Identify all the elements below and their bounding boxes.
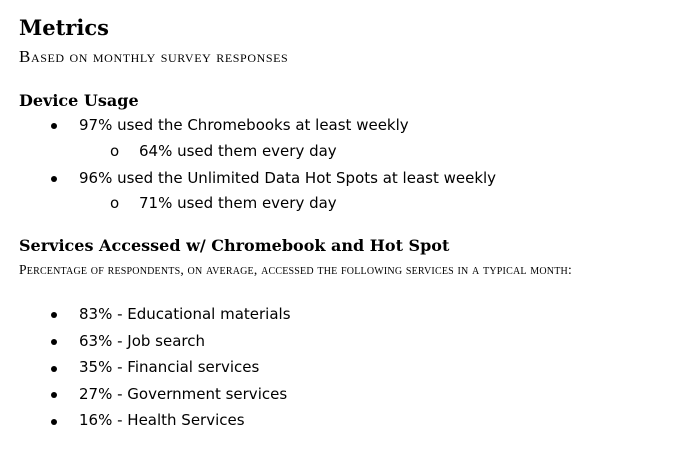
bullet-icon	[51, 123, 57, 129]
services-list-item: 83% - Educational materials	[79, 305, 291, 323]
device-usage-item: 96% used the Unlimited Data Hot Spots at…	[79, 169, 497, 187]
bullet-icon	[51, 312, 57, 318]
bullet-icon	[51, 339, 57, 345]
circle-bullet-icon: o	[110, 194, 120, 212]
device-usage-heading: Device Usage	[19, 91, 139, 110]
device-usage-subitem: 64% used them every day	[139, 142, 337, 160]
services-list-item: 27% - Government services	[79, 385, 288, 403]
services-list-item: 63% - Job search	[79, 332, 206, 350]
services-heading: Services Accessed w/ Chromebook and Hot …	[19, 236, 450, 255]
bullet-icon	[51, 419, 57, 425]
services-subtitle: Percentage of respondents, on average, a…	[19, 262, 572, 277]
bullet-icon	[51, 392, 57, 398]
page-subtitle: Based on monthly survey responses	[19, 47, 289, 66]
page-title: Metrics	[19, 15, 109, 40]
services-list-item: 16% - Health Services	[79, 411, 245, 429]
bullet-icon	[51, 176, 57, 182]
circle-bullet-icon: o	[110, 142, 120, 160]
services-list-item: 35% - Financial services	[79, 358, 260, 376]
device-usage-subitem: 71% used them every day	[139, 194, 337, 212]
bullet-icon	[51, 366, 57, 372]
device-usage-item: 97% used the Chromebooks at least weekly	[79, 116, 409, 134]
